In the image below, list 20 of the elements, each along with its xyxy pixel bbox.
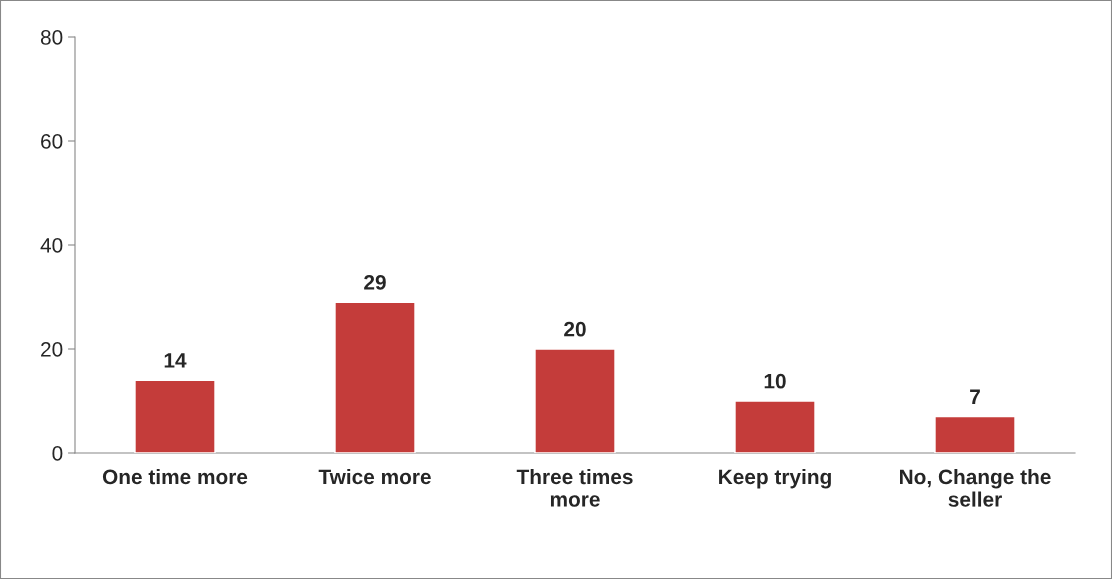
data-label: 10 <box>764 373 786 389</box>
x-tick-label: Twice more <box>318 468 431 485</box>
bar <box>134 379 216 453</box>
data-label: 14 <box>164 353 187 368</box>
y-tick-label: 60 <box>41 134 63 149</box>
x-tick-label: Keep trying <box>719 468 831 489</box>
y-tick-label: 20 <box>41 342 63 357</box>
data-label: 7 <box>970 389 980 404</box>
y-tick-label: 80 <box>40 30 63 45</box>
bar <box>534 348 616 453</box>
data-label: 29 <box>364 275 386 290</box>
y-tick-label: 0 <box>52 446 63 461</box>
x-tick-label: Three times more <box>516 468 633 507</box>
bar <box>934 415 1016 453</box>
x-tick-label: No, Change the seller <box>900 468 1051 507</box>
x-tick-label: One time more <box>102 468 248 485</box>
data-label: 20 <box>564 321 586 337</box>
bar <box>734 400 816 453</box>
bar <box>334 301 416 453</box>
y-tick-label: 40 <box>40 238 63 253</box>
